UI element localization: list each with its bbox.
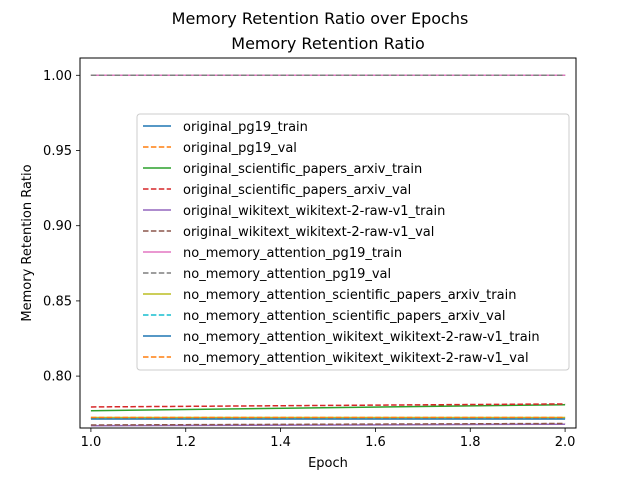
plot-area [79, 57, 577, 429]
x-tick-label: 1.4 [270, 435, 291, 450]
legend-label: original_pg19_val [183, 141, 297, 156]
y-tick-label: 1.00 [43, 69, 72, 84]
figure-suptitle: Memory Retention Ratio over Epochs [172, 9, 469, 28]
y-tick-label: 0.80 [43, 370, 72, 385]
axes-frame [79, 57, 577, 429]
x-tick-label: 2.0 [555, 435, 576, 450]
legend-label: original_wikitext_wikitext-2-raw-v1_trai… [183, 204, 445, 219]
legend-label: no_memory_attention_pg19_val [183, 267, 391, 282]
legend-label: no_memory_attention_scientific_papers_ar… [183, 309, 505, 324]
y-tick-label: 0.85 [43, 294, 72, 309]
x-axis-label: Epoch [308, 456, 348, 471]
chart-title: Memory Retention Ratio [231, 34, 424, 53]
x-tick-label: 1.2 [175, 435, 196, 450]
legend-label: no_memory_attention_wikitext_wikitext-2-… [183, 330, 540, 345]
x-tick-label: 1.8 [460, 435, 481, 450]
series-line-4 [90, 403, 566, 408]
legend-label: original_pg19_train [183, 120, 308, 135]
x-tick-label: 1.6 [365, 435, 386, 450]
y-axis-ticks: 0.80 0.85 0.90 0.95 1.00 [43, 69, 80, 385]
legend-label: no_memory_attention_wikitext_wikitext-2-… [183, 351, 529, 366]
y-axis-label: Memory Retention Ratio [20, 164, 35, 321]
series-line-3 [90, 403, 566, 412]
y-tick-label: 0.95 [43, 144, 72, 159]
legend-label: original_scientific_papers_arxiv_train [183, 162, 422, 177]
legend-frame [136, 113, 570, 371]
x-axis-ticks: 1.0 1.2 1.4 1.6 1.8 2.0 [81, 428, 576, 450]
legend-label: original_scientific_papers_arxiv_val [183, 183, 411, 198]
y-tick-label: 0.90 [43, 219, 72, 234]
series-layer [90, 74, 566, 427]
legend-items: original_pg19_train original_pg19_valorig… [143, 120, 540, 366]
x-tick-label: 1.0 [81, 435, 102, 450]
legend-label: no_memory_attention_pg19_train [183, 246, 402, 261]
legend-label: no_memory_attention_scientific_papers_ar… [183, 288, 516, 303]
legend: original_pg19_train original_pg19_valorig… [136, 113, 570, 371]
legend-label: original_wikitext_wikitext-2-raw-v1_val [183, 225, 434, 240]
series-line-6 [90, 422, 566, 426]
